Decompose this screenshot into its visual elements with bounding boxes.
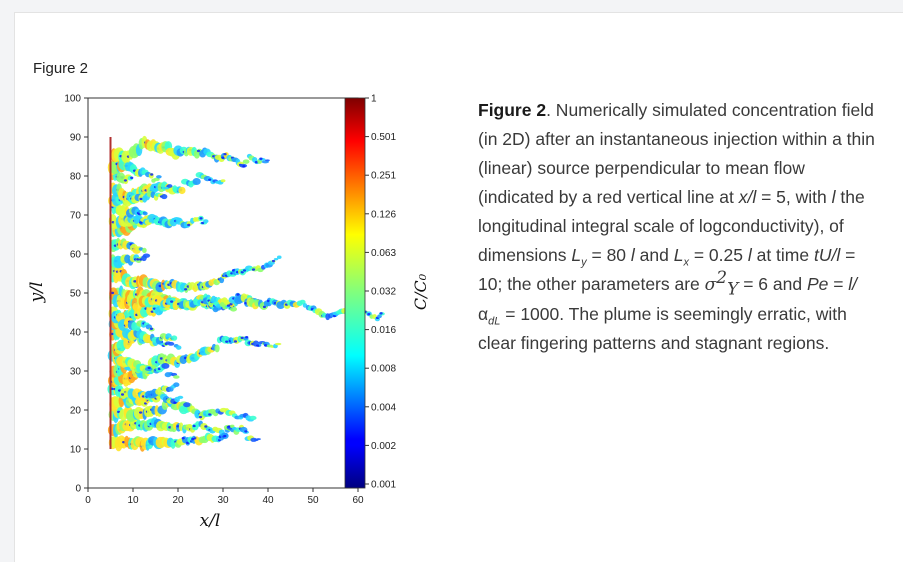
caption-figure-label: Figure 2: [478, 100, 547, 120]
caption-text: = 6 and: [738, 274, 807, 294]
y-tick-label: 60: [70, 250, 82, 261]
colorbar-label: C/C₀: [411, 273, 430, 310]
colorbar-tick-label: 0.016: [371, 325, 396, 336]
x-axis: 0 10 20 30 40 50 60: [85, 488, 364, 506]
y-tick-label: 100: [64, 94, 81, 105]
x-tick-label: 0: [85, 495, 91, 506]
colorbar-tick-label: 0.063: [371, 248, 396, 259]
y-tick-label: 30: [70, 367, 82, 378]
caption-italic: L: [571, 245, 582, 265]
y-tick-label: 40: [70, 328, 82, 339]
y-tick-label: 70: [70, 211, 82, 222]
caption-subscript: dL: [488, 315, 501, 328]
y-tick-label: 0: [75, 484, 81, 495]
caption-italic: l/: [848, 274, 858, 294]
y-tick-label: 20: [70, 406, 82, 417]
y-tick-label: 80: [70, 172, 82, 183]
colorbar-tick-label: 0.002: [371, 441, 396, 452]
caption-subscript: x: [683, 256, 689, 269]
colorbar-tick-label: 1: [371, 94, 377, 105]
caption-italic: Pe: [806, 274, 829, 294]
caption-superscript: 2: [716, 268, 728, 289]
x-tick-label: 40: [262, 495, 274, 506]
y-axis-label: y/l: [27, 282, 47, 304]
plume-concentration-field: [107, 135, 385, 452]
x-tick-label: 60: [352, 495, 364, 506]
caption-text: =: [828, 274, 849, 294]
caption-subscript: Y: [727, 279, 739, 300]
x-tick-label: 20: [172, 495, 184, 506]
caption-italic: L: [673, 245, 684, 265]
caption-text: = 80: [586, 245, 631, 265]
caption-text: = 5, with: [756, 187, 832, 207]
caption-text: the longitudinal integral scale of logco…: [478, 187, 865, 265]
colorbar-tick-label: 0.008: [371, 364, 396, 375]
caption-italic: x/l: [738, 187, 757, 207]
x-tick-label: 50: [307, 495, 319, 506]
caption-math: σ: [704, 275, 717, 295]
figure-label: Figure 2: [33, 60, 89, 77]
caption-text: = 1000. The plume is seemingly erratic, …: [478, 304, 847, 353]
caption-text: . Numerically simulated concentration fi…: [478, 100, 875, 207]
colorbar-tick-label: 0.004: [371, 402, 396, 413]
colorbar-tick-label: 0.501: [371, 132, 396, 143]
colorbar: [344, 97, 366, 489]
caption-text: and: [634, 245, 674, 265]
caption-subscript: y: [581, 256, 587, 269]
colorbar-ticks: 1 0.501 0.251 0.126 0.063 0.032 0.016 0.008 0.00…: [365, 94, 396, 491]
caption-italic: tU/l: [813, 245, 841, 265]
caption-alpha: α: [478, 304, 489, 324]
x-tick-label: 10: [127, 495, 139, 506]
caption-text: = 10; the other parameters are: [478, 245, 856, 294]
x-axis-label: x/l: [200, 511, 221, 531]
caption-italic: l: [747, 245, 752, 265]
caption-italic: l: [831, 187, 836, 207]
colorbar-tick-label: 0.032: [371, 287, 396, 298]
y-tick-label: 50: [70, 289, 82, 300]
colorbar-tick-label: 0.126: [371, 209, 396, 220]
figure-caption: Figure 2. Numerically simulated concentr…: [478, 96, 878, 358]
x-tick-label: 30: [217, 495, 229, 506]
caption-text: at time: [751, 245, 814, 265]
y-tick-label: 10: [70, 445, 82, 456]
caption-text: = 0.25: [688, 245, 748, 265]
y-axis: 0 10 20 30 40 50 60 70 80 90 100: [64, 94, 88, 495]
colorbar-tick-label: 0.251: [371, 171, 396, 182]
y-tick-label: 90: [70, 133, 82, 144]
caption-italic: l: [630, 245, 635, 265]
colorbar-tick-label: 0.001: [371, 480, 396, 491]
